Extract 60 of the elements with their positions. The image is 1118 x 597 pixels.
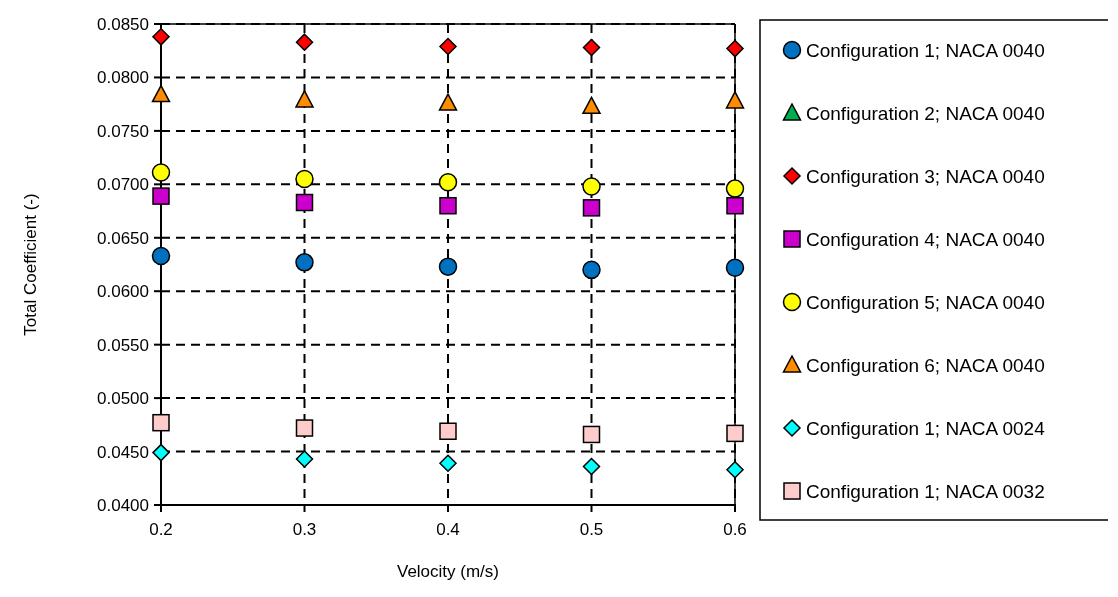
point: [295, 253, 314, 272]
legend-label: Configuration 1; NACA 0040: [806, 39, 1045, 61]
legend-label: Configuration 1; NACA 0024: [806, 417, 1046, 439]
y-tick-label: 0.0750: [97, 121, 149, 141]
x-tick-label: 0.2: [149, 520, 173, 539]
point: [151, 163, 171, 182]
point: [726, 196, 744, 215]
point: [725, 91, 745, 109]
point: [582, 199, 601, 217]
y-tick-label: 0.0500: [97, 389, 149, 409]
point: [295, 193, 314, 212]
x-axis-title: Velocity (m/s): [396, 562, 500, 581]
point: [295, 90, 314, 108]
point: [439, 37, 457, 56]
point: [151, 84, 171, 103]
legend-label: Configuration 3; NACA 0040: [806, 165, 1045, 187]
y-tick-label: 0.0700: [97, 175, 149, 195]
point: [295, 419, 314, 437]
y-tick-label: 0.0550: [97, 335, 149, 355]
point: [725, 258, 745, 277]
x-tick-label: 0.3: [292, 520, 317, 539]
point: [439, 196, 457, 215]
legend-label: Configuration 1; NACA 0032: [806, 480, 1045, 502]
y-tick-label: 0.0850: [97, 14, 149, 34]
point: [582, 177, 601, 196]
legend-label: Configuration 5; NACA 0040: [806, 291, 1045, 313]
point: [582, 38, 601, 57]
point: [438, 172, 458, 192]
legend-label: Configuration 2; NACA 0040: [806, 102, 1045, 124]
point: [725, 179, 745, 198]
point: [152, 443, 170, 462]
x-tick-label: 0.6: [723, 520, 747, 539]
point: [582, 425, 601, 444]
point: [295, 33, 314, 51]
point: [726, 460, 744, 479]
y-tick-label: 0.0600: [97, 282, 149, 302]
point: [582, 96, 601, 115]
x-tick-label: 0.5: [579, 520, 604, 539]
y-axis-title: Total Coefficient (-): [21, 193, 40, 336]
point: [582, 457, 601, 476]
legend-label: Configuration 6; NACA 0040: [806, 354, 1045, 376]
y-tick-label: 0.0650: [97, 228, 149, 248]
y-tick-label: 0.0400: [97, 495, 149, 515]
point: [295, 450, 314, 468]
point: [439, 422, 457, 440]
point: [726, 424, 744, 443]
point: [152, 28, 170, 46]
point: [439, 454, 457, 473]
point: [438, 93, 458, 111]
point: [295, 169, 314, 189]
point: [726, 39, 744, 58]
x-tick-label: 0.4: [436, 520, 460, 539]
point: [152, 187, 170, 205]
point: [438, 257, 458, 276]
legend-label: Configuration 4; NACA 0040: [806, 228, 1045, 250]
point: [582, 260, 601, 280]
y-tick-label: 0.0450: [97, 442, 149, 462]
point: [151, 246, 171, 266]
y-tick-label: 0.0800: [97, 68, 149, 88]
point: [152, 413, 170, 432]
